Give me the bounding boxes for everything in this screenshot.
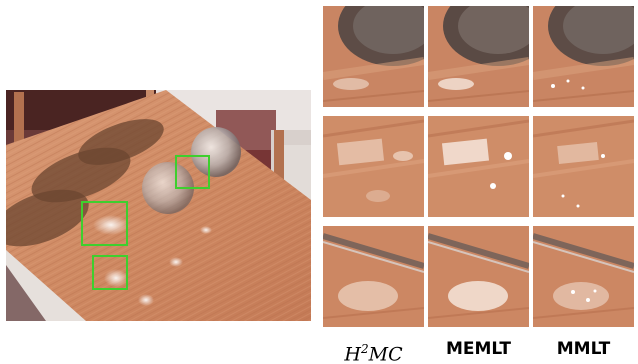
crop-memlt-row1 xyxy=(428,6,529,107)
highlight-box-3 xyxy=(92,255,128,290)
crop-memlt-row2 xyxy=(428,116,529,217)
highlight-box-1 xyxy=(175,155,210,189)
main-scene-render xyxy=(6,90,311,321)
label-mmlt: MMLT xyxy=(556,339,611,359)
crop-h2mc-row2 xyxy=(323,116,424,217)
highlight-box-2 xyxy=(81,201,128,246)
crop-grid xyxy=(323,6,634,332)
crop-mmlt-row1 xyxy=(533,6,634,107)
crop-mmlt-row2 xyxy=(533,116,634,217)
label-memlt: MEMLT xyxy=(445,339,512,359)
label-h2mc: H2MC xyxy=(344,342,403,364)
crop-h2mc-row1 xyxy=(323,6,424,107)
crop-h2mc-row3 xyxy=(323,226,424,327)
crop-mmlt-row3 xyxy=(533,226,634,327)
crop-memlt-row3 xyxy=(428,226,529,327)
